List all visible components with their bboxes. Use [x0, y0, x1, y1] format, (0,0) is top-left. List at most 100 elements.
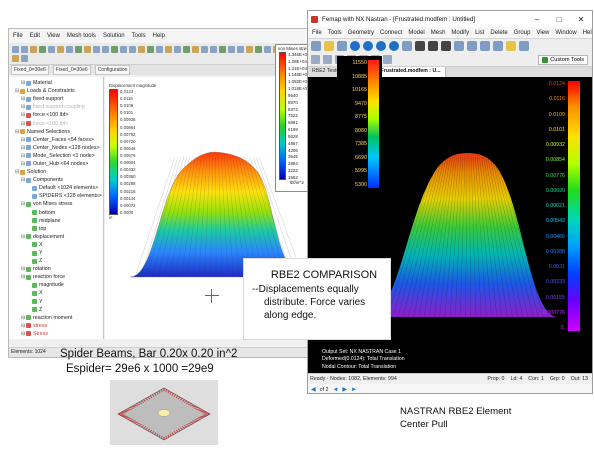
- toolbar-icon[interactable]: [66, 45, 73, 53]
- page-next-icon[interactable]: ▶: [342, 387, 348, 393]
- expand-icon[interactable]: ⊟: [21, 233, 26, 240]
- tree-item[interactable]: ⊟ fixed support: [9, 95, 103, 103]
- expand-icon[interactable]: ⊟: [21, 314, 26, 321]
- toolbar-icon[interactable]: [48, 45, 55, 53]
- tab-frustrated-model[interactable]: Frustrated.modfem : U...: [376, 67, 446, 77]
- tree-item[interactable]: ⊟ Center_Nodes <128 nodes>: [9, 144, 103, 152]
- tree-item[interactable]: ⊟ reaction moment: [9, 314, 103, 322]
- tree-item[interactable]: ⊟ rotation: [9, 265, 103, 273]
- expand-icon[interactable]: ⊟: [21, 330, 26, 337]
- menu-item-geometry[interactable]: Geometry: [347, 29, 375, 36]
- tree-item[interactable]: ⊟ reaction force: [9, 273, 103, 281]
- menu-item-model[interactable]: Model: [408, 29, 425, 36]
- menu-item-edit[interactable]: Edit: [29, 33, 41, 39]
- toolbar-icon[interactable]: [350, 41, 360, 51]
- menu-item-modify[interactable]: Modify: [451, 29, 470, 36]
- toolbar-icon[interactable]: [506, 41, 516, 51]
- menu-item-connect[interactable]: Connect: [380, 29, 403, 36]
- expand-icon[interactable]: ⊟: [21, 274, 26, 281]
- menu-item-tools[interactable]: Tools: [327, 29, 342, 36]
- toolbar-icon[interactable]: [264, 45, 271, 53]
- toolbar-icon[interactable]: [376, 41, 386, 51]
- toolbar-icon[interactable]: [201, 45, 208, 53]
- tab-fixed-0-30e6[interactable]: Fixed_0=30e6: [52, 65, 91, 75]
- tree-item[interactable]: ⊟ Components: [9, 176, 103, 184]
- toolbar-icon[interactable]: [192, 45, 199, 53]
- page-prev-icon[interactable]: ◀: [311, 387, 316, 393]
- tree-item[interactable]: top: [9, 225, 103, 233]
- tree-item[interactable]: magnitude: [9, 281, 103, 289]
- menu-item-list[interactable]: List: [475, 29, 485, 36]
- custom-tools-button[interactable]: Custom Tools: [538, 54, 588, 65]
- toolbar-icon[interactable]: [454, 41, 464, 51]
- menu-item-view[interactable]: View: [47, 33, 60, 39]
- tree-item[interactable]: Default <1024 elements>: [9, 184, 103, 192]
- tree-item[interactable]: ⊟ Stress: [9, 330, 103, 338]
- tree-item[interactable]: midplane: [9, 217, 103, 225]
- expand-icon[interactable]: ⊟: [21, 112, 26, 119]
- tree-item[interactable]: ⊟ Mode_Selection <1 node>: [9, 152, 103, 160]
- tree-item[interactable]: X: [9, 241, 103, 249]
- tree-item[interactable]: X: [9, 289, 103, 297]
- tree-item[interactable]: ⊟ Named Selections: [9, 128, 103, 136]
- toolbar-icon[interactable]: [311, 55, 320, 64]
- toolbar-icon[interactable]: [441, 41, 451, 51]
- toolbar-icon[interactable]: [363, 41, 373, 51]
- toolbar-icon[interactable]: [337, 41, 347, 51]
- expand-icon[interactable]: ⊟: [21, 160, 26, 167]
- tab-configuration[interactable]: Configuration: [94, 65, 131, 75]
- tree-item[interactable]: ⊟ Solution: [9, 168, 103, 176]
- toolbar-icon[interactable]: [311, 41, 321, 51]
- toolbar-icon[interactable]: [12, 45, 19, 53]
- toolbar-icon[interactable]: [383, 55, 392, 64]
- minimize-button[interactable]: –: [534, 14, 540, 24]
- expand-icon[interactable]: ⊟: [21, 152, 26, 159]
- toolbar-icon[interactable]: [183, 45, 190, 53]
- expand-icon[interactable]: ⊟: [21, 177, 26, 184]
- toolbar-icon[interactable]: [415, 41, 425, 51]
- toolbar-icon[interactable]: [84, 45, 91, 53]
- tree-item[interactable]: Y: [9, 298, 103, 306]
- tree-item[interactable]: ⊟ Loads & Constraints: [9, 87, 103, 95]
- tree-item[interactable]: bottom: [9, 209, 103, 217]
- expand-icon[interactable]: ⊟: [15, 128, 20, 135]
- tree-item[interactable]: ⊟ force <100 lbf>: [9, 111, 103, 119]
- toolbar-icon[interactable]: [156, 45, 163, 53]
- toolbar-icon[interactable]: [21, 54, 28, 62]
- expand-icon[interactable]: ⊟: [21, 80, 26, 87]
- toolbar-icon[interactable]: [519, 41, 529, 51]
- toolbar-icon[interactable]: [147, 45, 154, 53]
- tree-item[interactable]: ⊟ Center_Faces <54 faces>: [9, 136, 103, 144]
- tab-fixed-0-30e6[interactable]: Fixed_0=30e6: [11, 65, 49, 75]
- expand-icon[interactable]: ⊟: [21, 201, 26, 208]
- close-button[interactable]: ✕: [577, 14, 585, 24]
- toolbar-icon[interactable]: [21, 45, 28, 53]
- menu-item-help[interactable]: Help: [152, 33, 165, 39]
- toolbar-icon[interactable]: [428, 41, 438, 51]
- expand-icon[interactable]: ⊟: [21, 96, 26, 103]
- toolbar-icon[interactable]: [165, 45, 172, 53]
- expand-icon[interactable]: ⊟: [21, 144, 26, 151]
- toolbar-icon[interactable]: [120, 45, 127, 53]
- maximize-button[interactable]: □: [556, 14, 562, 24]
- expand-icon[interactable]: ⊟: [15, 88, 20, 95]
- toolbar-icon[interactable]: [12, 54, 19, 62]
- toolbar-icon[interactable]: [129, 45, 136, 53]
- menu-item-window[interactable]: Window: [555, 29, 577, 36]
- toolbar-icon[interactable]: [57, 45, 64, 53]
- menu-item-file[interactable]: File: [312, 29, 322, 36]
- tree-item[interactable]: ⊟ von Mises stress: [9, 200, 103, 208]
- tree-item[interactable]: ⊟ stress: [9, 322, 103, 330]
- toolbar-icon[interactable]: [30, 45, 37, 53]
- toolbar-icon[interactable]: [228, 45, 235, 53]
- tree-item[interactable]: ⊟ Material: [9, 79, 103, 87]
- toolbar-icon[interactable]: [237, 45, 244, 53]
- tree-item[interactable]: ⊟ displacement: [9, 233, 103, 241]
- toolbar-icon[interactable]: [93, 45, 100, 53]
- tree-item[interactable]: Y: [9, 249, 103, 257]
- left-viewport[interactable]: Displacement magnitude 0.0123 0.0116 0.010…: [105, 77, 307, 339]
- toolbar-icon[interactable]: [138, 45, 145, 53]
- tree-item[interactable]: ⊟ fixed support-coupling: [9, 103, 103, 111]
- tree-item[interactable]: SPIDERS <128 elements>: [9, 192, 103, 200]
- toolbar-icon[interactable]: [255, 45, 262, 53]
